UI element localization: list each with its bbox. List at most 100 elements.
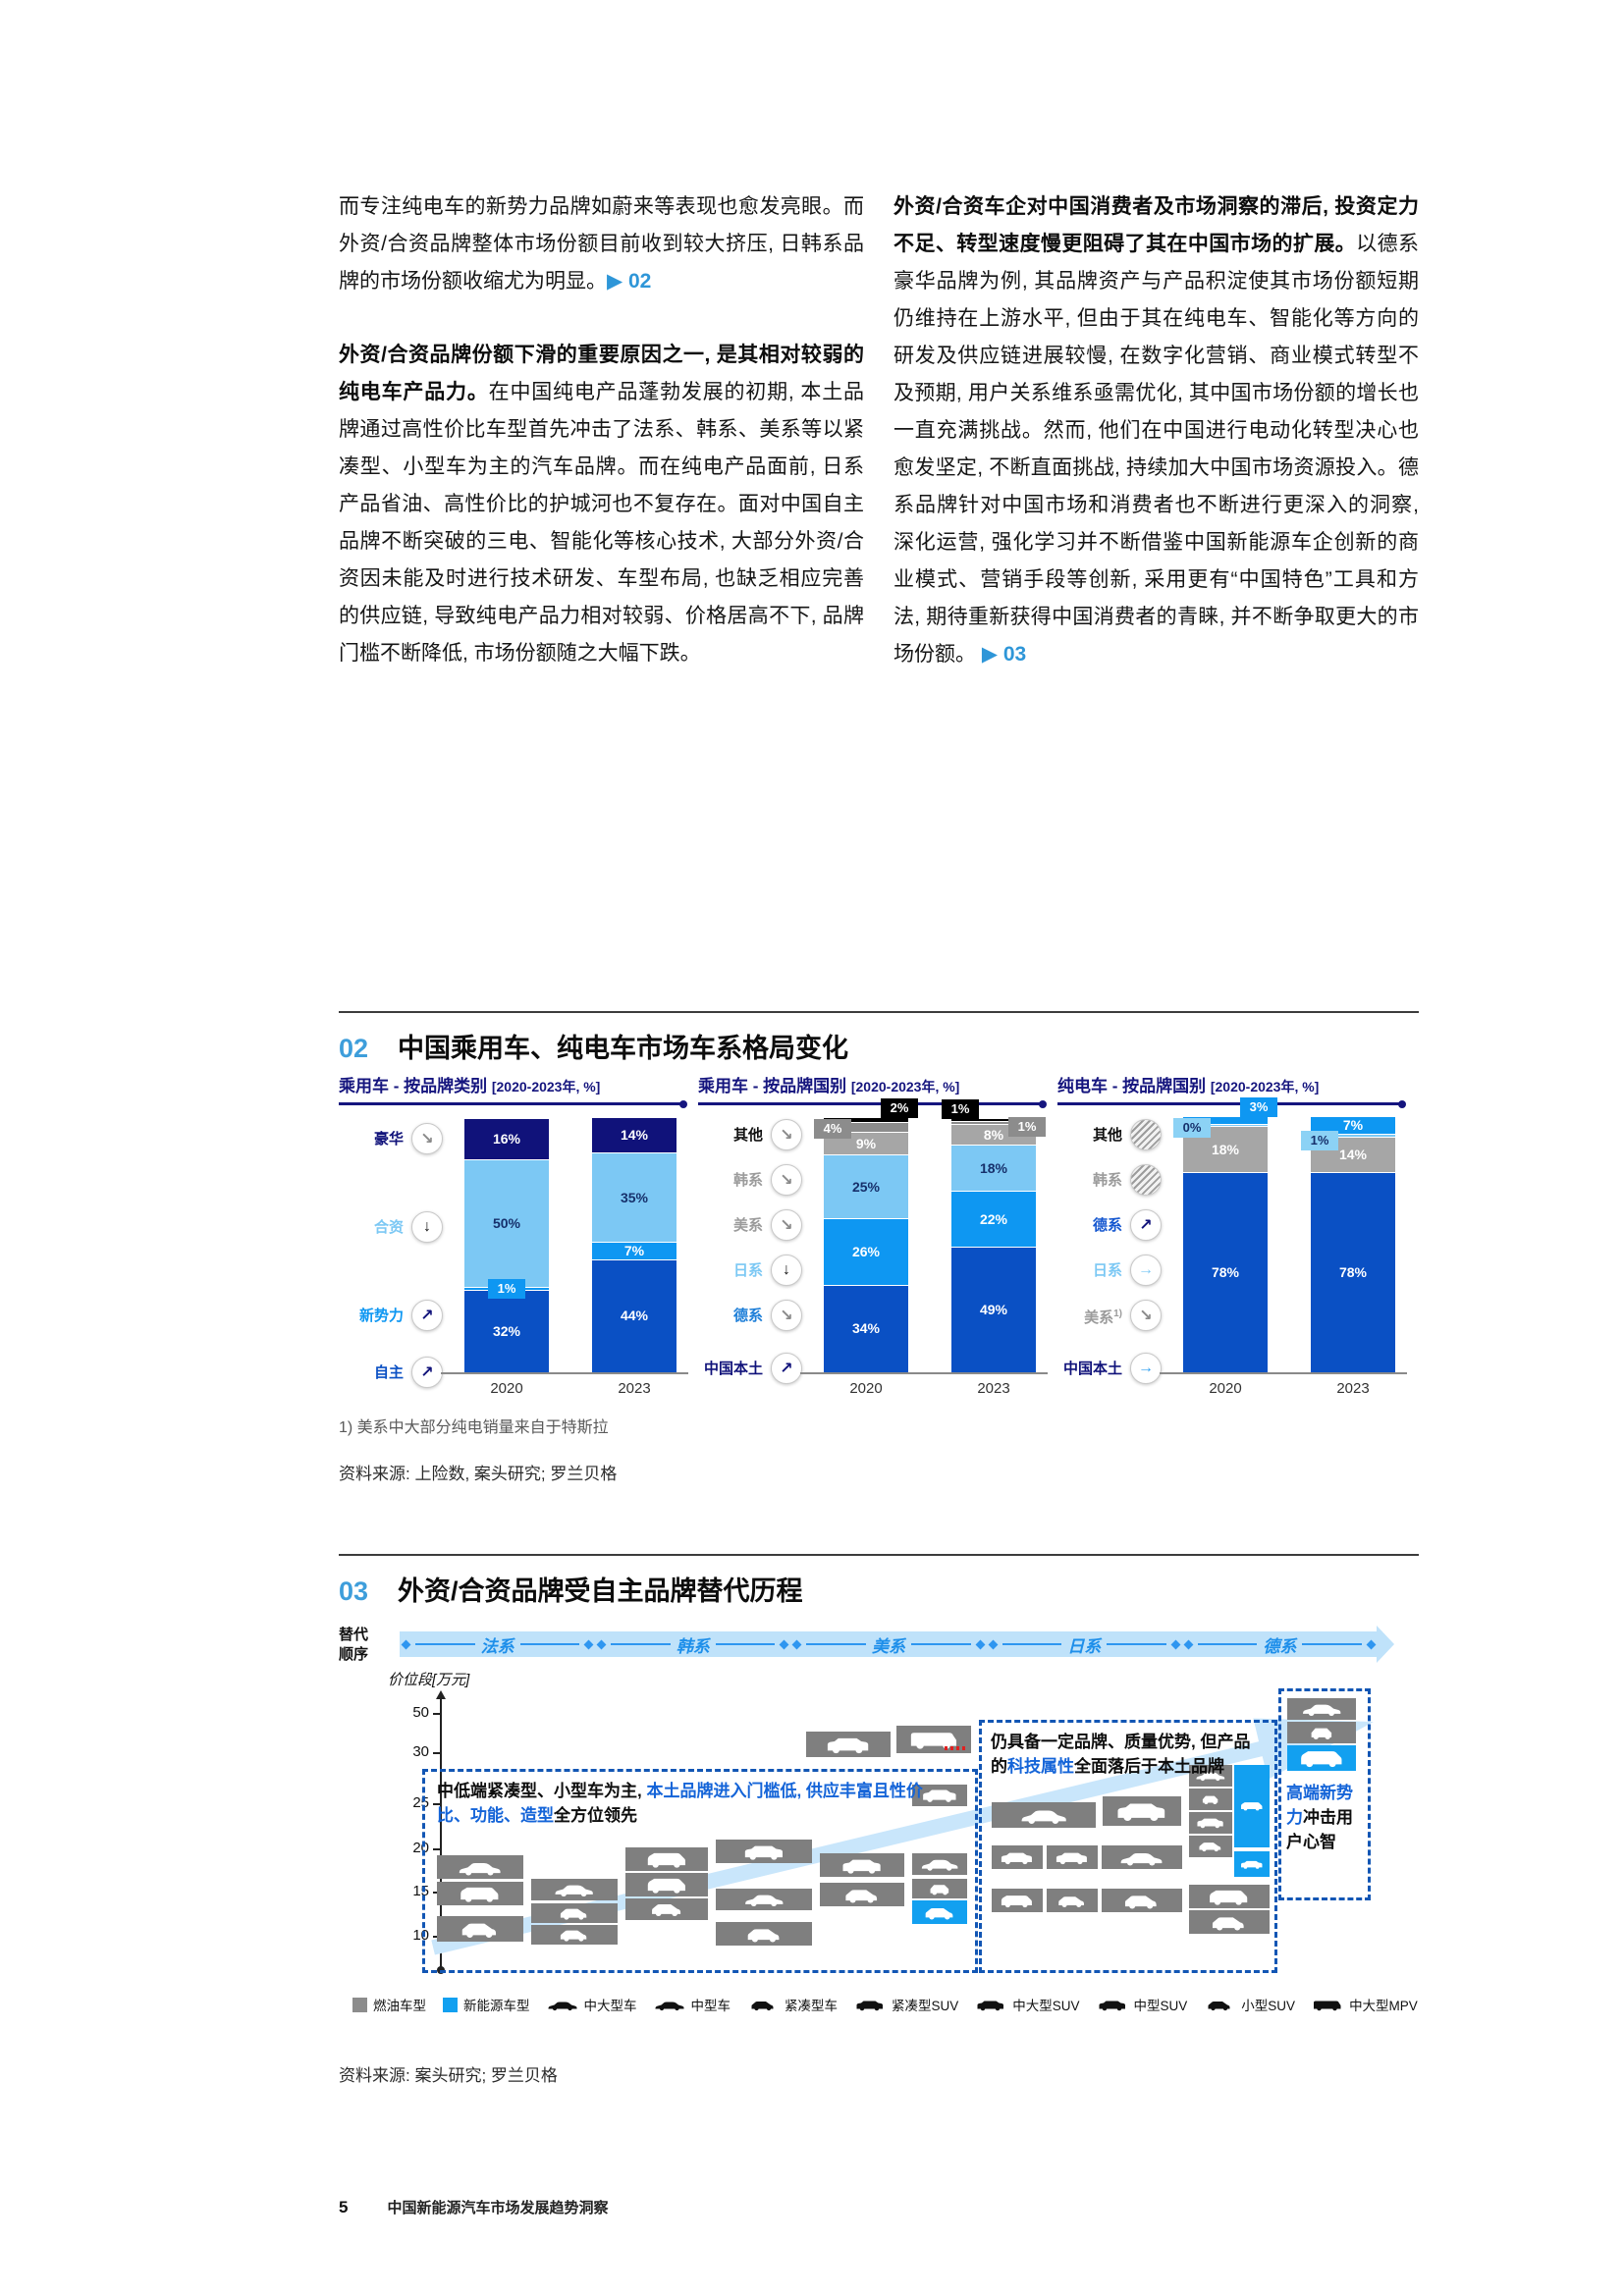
bar-segment: 35% <box>592 1153 677 1243</box>
band-line <box>1107 1643 1166 1645</box>
value-callout: 4% <box>814 1119 851 1139</box>
trend-arrow-icon: ↗ <box>1130 1209 1162 1241</box>
vehicle-tile-sedan-fuel <box>1189 1765 1232 1787</box>
trend-arrow-icon: ↗ <box>771 1353 802 1384</box>
bar-segment <box>1183 1117 1268 1125</box>
y-axis-tick-mark <box>433 1713 441 1715</box>
band-label: 美系 <box>872 1636 906 1656</box>
footer-title: 中国新能源汽车市场发展趋势洞察 <box>387 2200 609 2216</box>
trend-arrow-icon: ↗ <box>411 1357 443 1388</box>
bar-value-label: 7% <box>1342 1117 1364 1133</box>
bar-value-label: 25% <box>851 1178 881 1195</box>
price-map-chart: 替代顺序 法系 韩系 美系 日系 德系 价位段[万元] 50 30 25 20 15 10 中低端紧凑型、… <box>339 1622 1419 2044</box>
red-underline-mark <box>945 1746 968 1750</box>
y-axis-tick-label: 15 <box>412 1883 429 1899</box>
callout-text-segment: 中低端紧凑型、小型车为主, <box>437 1782 647 1800</box>
section-divider <box>339 1011 1419 1013</box>
section03-header: 03 外资/合资品牌受自主品牌替代历程 <box>339 1570 1419 1608</box>
vehicle-tile-hatch-fuel <box>1102 1889 1182 1912</box>
vehicle-tile-sedan-fuel <box>912 1853 967 1875</box>
band-line <box>611 1643 671 1645</box>
chart-footnote: 1) 美系中大部分纯电销量来自于特斯拉 <box>339 1419 609 1436</box>
value-callout: 1% <box>488 1279 525 1299</box>
legend-label: 美系 <box>732 1216 763 1234</box>
xref-02-link[interactable]: ▶ 02 <box>607 270 652 293</box>
vehicle-tile-hatch-fuel <box>531 1903 618 1923</box>
vehicle-tile-suv-nev <box>1234 1851 1270 1877</box>
legend-label: 中国本土 <box>1062 1360 1122 1377</box>
chart-subtitle-range: [2020-2023年, %] <box>491 1079 601 1095</box>
trend-arrow-icon: ↘ <box>771 1300 802 1331</box>
section-title: 外资/合资品牌受自主品牌替代历程 <box>398 1576 803 1606</box>
legend-label: 德系 <box>1092 1216 1122 1234</box>
intro-columns: 而专注纯电车的新势力品牌如蔚来等表现也愈发亮眼。而外资/合资品牌整体市场份额目前… <box>339 188 1419 710</box>
callout-text: 仍具备一定品牌、质量优势, 但产品的科技属性全面落后于本土品牌 <box>991 1730 1264 1779</box>
callout-text-segment: 高端新势力 <box>1286 1784 1353 1827</box>
legend-item: 日系 ↓ <box>698 1255 802 1286</box>
legend-label: 合资 <box>373 1218 404 1236</box>
vehicle-tile-mpv-nev <box>1234 1765 1270 1847</box>
trend-na-icon <box>1130 1119 1162 1150</box>
legend-item: 其他 ↘ <box>698 1119 802 1150</box>
vehicle-tile-sedan-fuel <box>1102 1845 1182 1869</box>
bar-segment: 49% <box>951 1248 1036 1372</box>
band-line <box>715 1643 776 1645</box>
bar-value-label: 49% <box>979 1301 1008 1317</box>
vehicle-tile-van-fuel <box>896 1726 971 1753</box>
vehicle-tile-sedan-fuel <box>1287 1698 1356 1720</box>
subtitle-underline <box>339 1100 687 1108</box>
legend-label: 中型车 <box>690 1999 731 2013</box>
legend-item: 美系1) ↘ <box>1057 1300 1162 1331</box>
legend-item: 自主 ↗ <box>339 1357 443 1388</box>
vehicle-tile-hatch-fuel <box>1189 1910 1270 1934</box>
x-axis-label: 2020 <box>849 1380 883 1397</box>
vehicle-tile-sedan-fuel <box>437 1855 523 1879</box>
value-callout: 1% <box>1008 1117 1046 1137</box>
chart-subtitle-main: 乘用车 - 按品牌国别 <box>698 1077 851 1095</box>
legend-item: 紧凑型SUV <box>854 1995 958 2014</box>
vehicle-tile-hatch-fuel <box>820 1883 904 1906</box>
chart03-source: 资料来源: 案头研究; 罗兰贝格 <box>339 2066 558 2085</box>
vehicle-tile-suv-fuel <box>1047 1845 1098 1869</box>
x-axis-label: 2023 <box>618 1380 651 1397</box>
legend-item: 中大型车 <box>547 1995 637 2014</box>
callout-text-segment: 科技属性 <box>1007 1757 1074 1776</box>
callout-text-segment: 本土品牌进入门槛低, 供应丰富且性价比、功能、造型 <box>437 1782 923 1825</box>
page-number: 5 <box>339 2198 349 2216</box>
trend-arrow-icon: ↘ <box>411 1123 443 1154</box>
vehicle-tile-mpv-fuel <box>1189 1885 1270 1908</box>
callout-text-segment: 全面落后于本土品牌 <box>1074 1757 1224 1776</box>
legend-label: 中型SUV <box>1133 1999 1188 2013</box>
bar-segment: 78% <box>1311 1173 1395 1372</box>
x-axis-line <box>441 1372 688 1374</box>
diamond-marker-icon <box>1183 1639 1194 1649</box>
vehicle-legend: 燃油车型 新能源车型 中大型车 中型车 紧凑型车 紧凑型SUV 中大型SUV 中型SUV 小型S… <box>352 1995 1418 2014</box>
legend-label: 德系 <box>732 1307 763 1324</box>
legend-item: 合资 ↓ <box>339 1211 443 1243</box>
trend-arrow-icon: ↘ <box>771 1119 802 1150</box>
legend-label: 日系 <box>1092 1261 1122 1279</box>
bold-lead-text: 外资/合资车企对中国消费者及市场洞察的滞后, 投资定力不足、转型速度慢更阻碍了其… <box>893 195 1419 255</box>
bar-value-label: 14% <box>620 1127 649 1143</box>
callout-box <box>422 1769 978 1973</box>
legend-item: 新能源车型 <box>443 1995 530 2014</box>
vehicle-tile-hatch-fuel <box>531 1925 618 1945</box>
section-number: 02 <box>339 1034 369 1063</box>
value-callout: 0% <box>1173 1118 1211 1138</box>
bar-segment <box>1311 1135 1395 1138</box>
bar-value-label: 78% <box>1338 1263 1368 1280</box>
value-callout: 3% <box>1240 1097 1277 1117</box>
x-axis-label: 2023 <box>977 1380 1010 1397</box>
legend-item: 日系 → <box>1057 1255 1162 1286</box>
legend-label: 新势力 <box>358 1307 404 1324</box>
x-axis-line <box>1160 1372 1407 1374</box>
bar-value-label: 7% <box>623 1243 645 1258</box>
bar-segment: 14% <box>1311 1138 1395 1173</box>
legend-label: 其他 <box>732 1126 763 1144</box>
vehicle-tile-mpv-fuel <box>625 1873 708 1896</box>
xref-03-link[interactable]: ▶ 03 <box>981 643 1027 666</box>
band-segment: 德系 <box>1182 1631 1378 1657</box>
bar-value-label: 9% <box>855 1135 877 1151</box>
y-axis-tick-label: 10 <box>412 1927 429 1944</box>
bar-value-label: 34% <box>851 1320 881 1336</box>
